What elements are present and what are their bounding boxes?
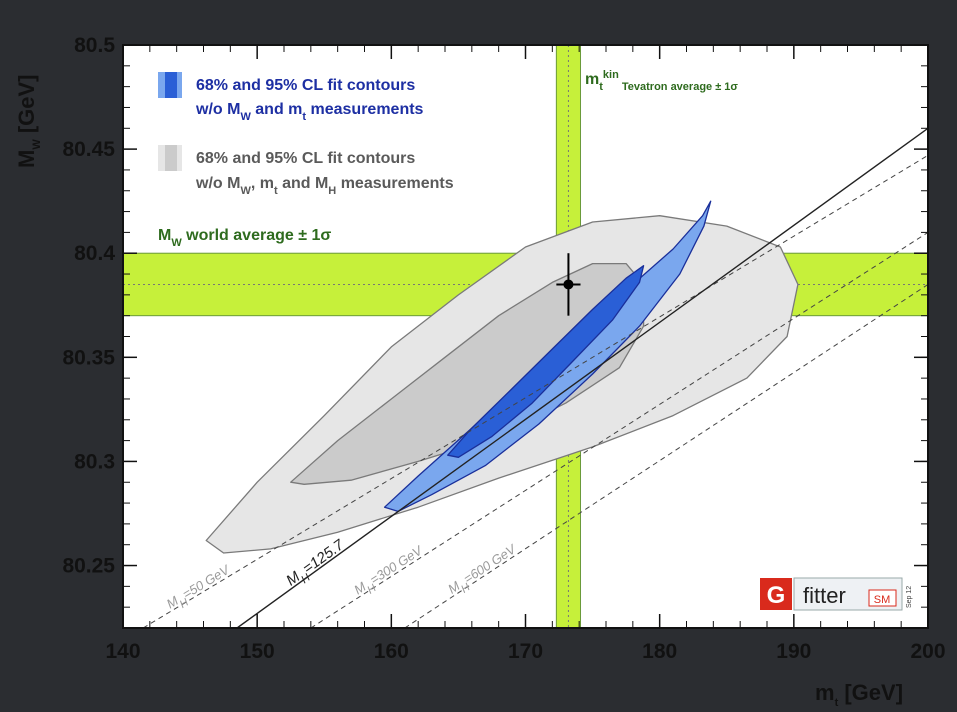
x-tick-label-5: 190 xyxy=(776,640,811,663)
y-tick-label-1: 80.3 xyxy=(74,450,115,473)
measurement-point xyxy=(563,279,574,290)
logo-g: G xyxy=(767,582,786,609)
x-tick-label-4: 180 xyxy=(642,640,677,663)
legend-blue-68-swatch xyxy=(165,72,177,98)
x-tick-label-0: 140 xyxy=(105,640,140,663)
blue-68cl-contour xyxy=(447,265,645,458)
legend-gray-line2: w/o MW, mt and MH measurements xyxy=(195,175,454,197)
legend-gray-line1: 68% and 95% CL fit contours xyxy=(196,150,415,167)
logo-g-box xyxy=(760,578,792,610)
y-tick-label-2: 80.35 xyxy=(62,346,115,369)
x-tick-label-1: 150 xyxy=(240,640,275,663)
legend-blue-line2: w/o MW and mt measurements xyxy=(195,101,424,123)
y-tick-label-4: 80.45 xyxy=(62,138,115,161)
marker-layer xyxy=(556,253,581,316)
contours-layer xyxy=(205,200,799,554)
axes-layer: 140 150 160 170 180 190 200 80.25 80.3 80.35 80.4 8… xyxy=(14,34,946,709)
mt-band-label: mtkin Tevatron average ± 1σ xyxy=(585,69,738,93)
logo-sm: SM xyxy=(874,594,891,606)
mh-line-1 xyxy=(236,127,928,628)
logo-date: Sep 12 xyxy=(906,586,913,608)
legend-gray-68-swatch xyxy=(165,145,177,171)
y-axis-title: MW [GeV] xyxy=(14,74,43,168)
logo-fitter: fitter xyxy=(803,583,846,608)
x-tick-label-2: 160 xyxy=(374,640,409,663)
y-tick-label-0: 80.25 xyxy=(62,555,115,578)
y-tick-label-5: 80.5 xyxy=(74,34,115,57)
y-tick-label-3: 80.4 xyxy=(74,242,115,265)
legend-blue-line1: 68% and 95% CL fit contours xyxy=(196,77,415,94)
x-tick-label-3: 170 xyxy=(508,640,543,663)
legend: 68% and 95% CL fit contours w/o MW and mt… xyxy=(158,69,738,249)
logo-sm-box xyxy=(868,589,897,607)
mw-band-label: MW world average ± 1σ xyxy=(158,227,331,249)
x-tick-label-6: 200 xyxy=(910,640,945,663)
x-axis-title: mt [GeV] xyxy=(815,680,903,707)
